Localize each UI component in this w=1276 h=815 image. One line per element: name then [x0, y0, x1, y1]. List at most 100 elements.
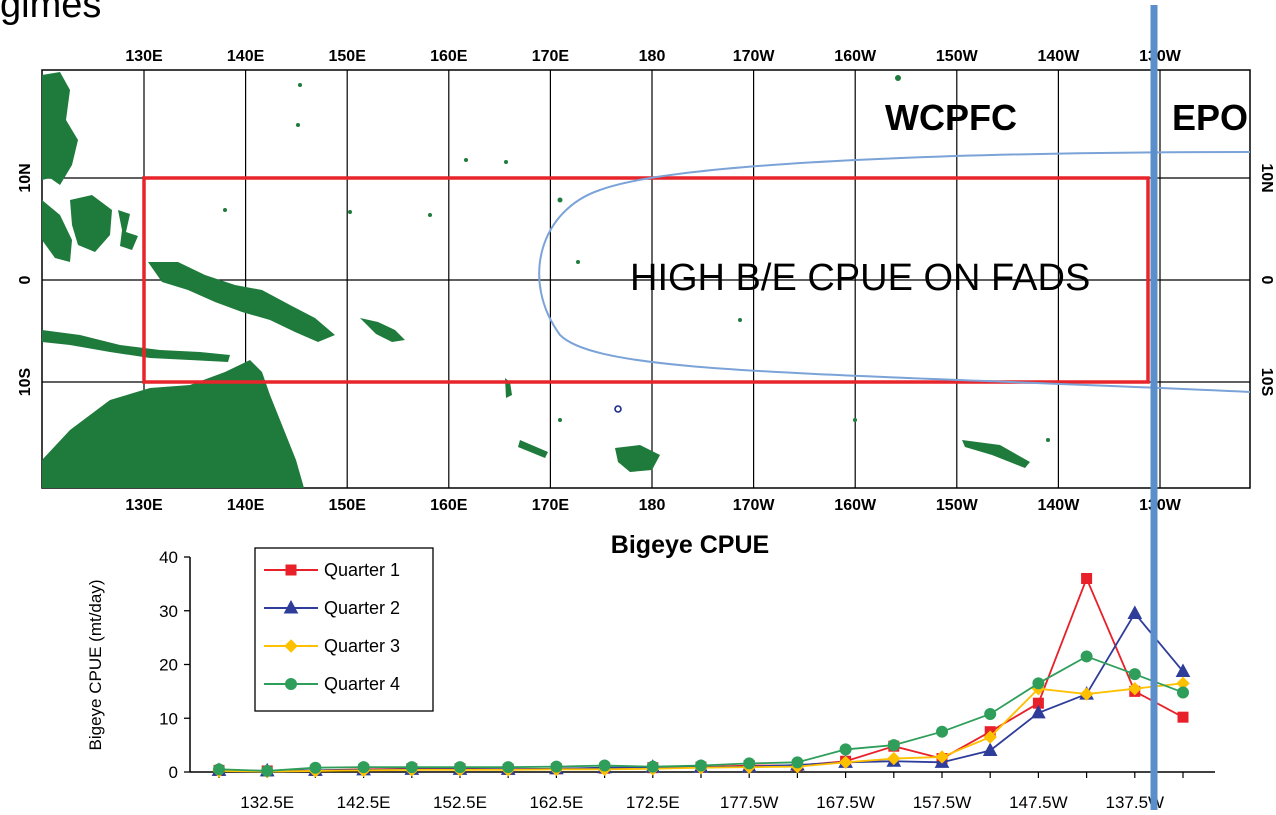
data-point: [838, 755, 853, 770]
map-bottom-tick-labels: 130E 140E 150E 160E 170E 180 170W 160W 150W 140W 1…: [125, 497, 1181, 514]
y-tick-label: 0: [169, 763, 178, 782]
data-point: [887, 751, 901, 766]
x-tick-label: 162.5E: [529, 793, 583, 810]
data-point: [695, 759, 707, 772]
data-point: [285, 564, 297, 576]
legend-item: Quarter 2: [264, 598, 400, 618]
land-islet-14: [428, 213, 432, 217]
land-islet-11: [1046, 438, 1050, 442]
map-bottom-tick-label: 140E: [227, 497, 265, 514]
map-panel: HIGH B/E CPUE ON FADS WCPFC EPO 130E 140E…: [17, 48, 1275, 514]
map-top-tick-label: 150W: [936, 48, 979, 65]
y-tick-label: 30: [159, 602, 178, 621]
island-marker: [614, 405, 622, 413]
data-point: [1031, 704, 1046, 719]
x-tick-label: 147.5W: [1009, 793, 1068, 810]
data-point: [213, 763, 225, 776]
land-new-caledonia: [518, 440, 548, 458]
map-bottom-tick-label: 170E: [532, 497, 570, 514]
land-islet-6: [576, 260, 580, 264]
x-tick-label: 137.5W: [1106, 793, 1165, 810]
x-tick-label: 132.5E: [240, 793, 294, 810]
land-sulawesi: [118, 210, 138, 250]
legend-label: Quarter 3: [324, 636, 400, 656]
x-tick-label: 172.5E: [626, 793, 680, 810]
region-label-wcpfc: WCPFC: [885, 97, 1017, 138]
data-point: [1175, 663, 1191, 677]
x-tick-label: 152.5E: [433, 793, 487, 810]
data-point: [1080, 650, 1093, 663]
land-new-guinea: [148, 262, 335, 342]
legend-item: Quarter 3: [264, 636, 400, 656]
land-java-islands: [42, 330, 230, 362]
legend-item: Quarter 1: [264, 560, 400, 580]
land-solomon: [360, 318, 405, 342]
map-right-tick-label: 0: [1258, 276, 1275, 285]
land-islet-13: [348, 210, 352, 214]
data-point: [1128, 681, 1142, 696]
map-top-tick-label: 140W: [1038, 48, 1081, 65]
series-group: [211, 573, 1191, 779]
land-islet-7: [738, 318, 742, 322]
land-islet-12: [223, 208, 227, 212]
y-tick-label: 20: [159, 656, 178, 675]
land-islet-4: [504, 160, 508, 164]
data-point: [839, 743, 852, 756]
data-point: [936, 725, 948, 738]
y-ticks: 0 10 20 30 40: [159, 548, 190, 782]
data-point: [1032, 677, 1045, 690]
legend-label: Quarter 2: [324, 598, 400, 618]
map-left-tick-label: 0: [17, 275, 34, 284]
x-tick-label: 167.5W: [816, 793, 875, 810]
map-bottom-tick-label: 130W: [1139, 497, 1182, 514]
data-point: [550, 760, 563, 773]
map-bottom-tick-label: 130E: [125, 497, 163, 514]
y-tick-label: 10: [159, 709, 178, 728]
map-bottom-tick-label: 170W: [733, 497, 776, 514]
land-fiji: [615, 445, 660, 472]
data-point: [1127, 605, 1143, 619]
legend: Quarter 1 Quarter 2 Quarter 3 Quarter 4: [254, 547, 434, 712]
land-islet-10: [853, 418, 857, 422]
land-masses: [42, 72, 1050, 488]
legend-item: Quarter 4: [264, 674, 400, 694]
data-point: [935, 750, 949, 764]
land-islet-8: [895, 75, 901, 81]
land-french-polynesia: [962, 440, 1030, 468]
data-point: [1177, 686, 1189, 699]
data-point: [284, 639, 298, 653]
data-point: [1081, 573, 1093, 584]
land-islet-3: [464, 158, 468, 162]
data-point: [357, 761, 370, 774]
map-left-tick-labels: 10N 0 10S: [17, 163, 34, 396]
map-right-tick-label: 10S: [1258, 368, 1275, 397]
land-islet-1: [298, 83, 302, 87]
map-top-tick-label: 170E: [532, 48, 570, 65]
map-top-tick-label: 130W: [1139, 48, 1182, 65]
map-bottom-tick-label: 140W: [1038, 497, 1081, 514]
data-point: [598, 759, 611, 772]
land-australia: [42, 360, 304, 488]
data-point: [1177, 711, 1189, 723]
data-point: [283, 599, 299, 614]
map-top-tick-label: 130E: [125, 48, 163, 65]
x-tick-label: 142.5E: [337, 793, 391, 810]
map-right-tick-label: 10N: [1258, 163, 1275, 192]
data-point: [983, 730, 997, 744]
series-4: [213, 650, 1189, 777]
land-islet-9: [558, 418, 562, 422]
x-tick-label: 157.5W: [913, 793, 972, 810]
map-top-tick-labels: 130E 140E 150E 160E 170E 180 170W 160W 150W 140W 1…: [125, 48, 1181, 65]
x-ticks: 132.5E 142.5E 152.5E 162.5E 172.5E 177.5W 167.…: [218, 772, 1184, 812]
map-top-tick-label: 180: [639, 48, 666, 65]
data-point: [984, 707, 997, 720]
land-borneo: [70, 195, 112, 252]
data-point: [743, 757, 756, 770]
data-point: [646, 760, 659, 773]
data-point: [405, 761, 418, 774]
y-axis-label: Bigeye CPUE (mt/day): [86, 580, 105, 751]
data-point: [261, 764, 274, 777]
legend-label: Quarter 1: [324, 560, 400, 580]
